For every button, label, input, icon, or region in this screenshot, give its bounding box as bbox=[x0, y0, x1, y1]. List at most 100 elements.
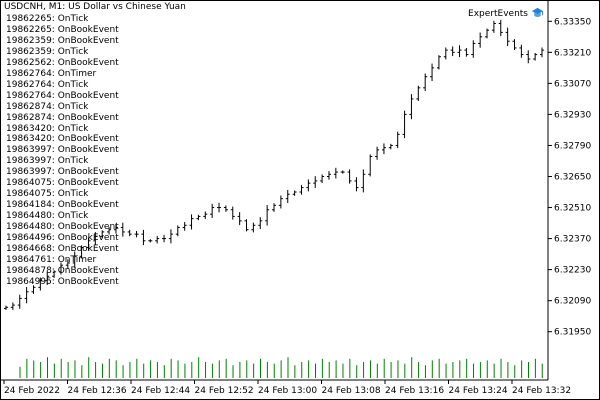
price-bar bbox=[512, 39, 517, 51]
log-entry: 19862265: OnBookEvent bbox=[6, 24, 119, 35]
log-entry: 19862265: OnTick bbox=[6, 14, 89, 24]
price-bar bbox=[292, 190, 297, 196]
price-bar bbox=[430, 63, 435, 81]
x-tick-label: 24 Feb 13:32 bbox=[512, 386, 571, 396]
price-bar bbox=[526, 50, 531, 64]
log-entry: 19864995: OnBookEvent bbox=[6, 276, 119, 287]
price-bar bbox=[203, 211, 208, 220]
log-entry: 19864480: OnTick bbox=[6, 211, 89, 222]
x-tick-label: 24 Feb 13:24 bbox=[449, 386, 508, 396]
price-bar bbox=[326, 171, 331, 180]
y-tick-label: 6.33070 bbox=[554, 79, 591, 89]
price-bar bbox=[134, 230, 139, 238]
price-bar bbox=[65, 259, 70, 269]
price-bar bbox=[182, 222, 187, 231]
price-bar bbox=[10, 302, 15, 310]
y-tick-label: 6.32930 bbox=[554, 110, 591, 120]
price-bar bbox=[162, 234, 167, 243]
log-entry: 19864878: OnBookEvent bbox=[6, 265, 119, 276]
chart-title: USDCNH, M1: US Dollar vs Chinese Yuan bbox=[4, 2, 186, 12]
y-tick-label: 6.32230 bbox=[554, 266, 591, 276]
price-bar bbox=[155, 235, 160, 244]
price-bar bbox=[368, 154, 373, 177]
price-bar bbox=[237, 212, 242, 226]
price-bar bbox=[251, 222, 256, 233]
y-tick-label: 6.33350 bbox=[554, 17, 591, 27]
log-entry: 19862359: OnBookEvent bbox=[6, 35, 119, 46]
log-entry: 19862764: OnTick bbox=[6, 79, 89, 90]
log-entry: 19862874: OnTick bbox=[6, 101, 89, 112]
x-tick-label: 24 Feb 13:08 bbox=[322, 386, 381, 396]
log-entry: 19862764: OnBookEvent bbox=[6, 90, 119, 101]
volume-layer bbox=[19, 357, 543, 378]
x-tick-label: 24 Feb 13:00 bbox=[258, 386, 317, 396]
price-bar bbox=[491, 20, 496, 33]
price-bar bbox=[443, 47, 448, 60]
price-bar bbox=[168, 229, 173, 244]
price-bar bbox=[17, 294, 22, 309]
price-bar bbox=[388, 143, 393, 150]
price-bar bbox=[24, 287, 29, 304]
price-bar bbox=[333, 167, 338, 179]
price-bar bbox=[210, 203, 215, 218]
price-bar bbox=[141, 229, 146, 246]
x-tick-label: 24 Feb 12:36 bbox=[68, 386, 127, 396]
x-axis-ticks: 24 Feb 2022 24 Feb 12:36 24 Feb 12:44 24 Fe… bbox=[3, 380, 571, 396]
price-bar bbox=[189, 214, 194, 230]
log-entry: 19862874: OnBookEvent bbox=[6, 112, 119, 123]
price-bar bbox=[148, 239, 153, 243]
y-tick-label: 6.32090 bbox=[554, 297, 591, 307]
price-bar bbox=[519, 44, 524, 58]
price-bar bbox=[265, 204, 270, 226]
price-bar bbox=[196, 214, 201, 221]
price-bar bbox=[540, 47, 544, 58]
price-bar bbox=[45, 272, 50, 285]
price-bar bbox=[230, 206, 235, 220]
price-bar bbox=[450, 46, 455, 57]
price-bar bbox=[423, 73, 428, 92]
log-entry: 19864761: OnTimer bbox=[6, 254, 97, 265]
price-bar bbox=[107, 227, 112, 235]
log-entry: 19864496: OnBookEvent bbox=[6, 233, 119, 244]
price-bar bbox=[58, 262, 63, 275]
log-entry: 19863420: OnTick bbox=[6, 123, 89, 134]
log-entry: 19863997: OnBookEvent bbox=[6, 167, 119, 178]
price-bar bbox=[306, 179, 311, 192]
price-bar bbox=[72, 251, 77, 268]
graduation-cap-icon[interactable] bbox=[531, 7, 544, 20]
log-entry: 19863420: OnBookEvent bbox=[6, 134, 119, 145]
price-bar bbox=[471, 40, 476, 58]
price-bar bbox=[361, 169, 366, 193]
log-entry: 19862359: OnTick bbox=[6, 46, 89, 57]
price-bar bbox=[175, 225, 180, 237]
price-bar bbox=[533, 52, 538, 61]
y-tick-label: 6.32650 bbox=[554, 173, 591, 183]
price-bar bbox=[381, 143, 386, 155]
price-bar bbox=[4, 305, 8, 311]
expert-name: ExpertEvents bbox=[468, 8, 528, 19]
price-bar bbox=[340, 170, 345, 174]
price-bar bbox=[127, 229, 132, 237]
price-bar bbox=[244, 219, 249, 232]
y-tick-label: 6.32790 bbox=[554, 141, 591, 151]
price-bar bbox=[436, 55, 441, 70]
y-tick-label: 6.32510 bbox=[554, 204, 591, 214]
log-entry: 19864184: OnBookEvent bbox=[6, 200, 119, 211]
price-bar bbox=[395, 131, 400, 149]
price-bar bbox=[285, 189, 290, 203]
price-bar bbox=[86, 237, 91, 251]
x-tick-label: 24 Feb 12:52 bbox=[195, 386, 254, 396]
x-tick-label: 24 Feb 2022 bbox=[4, 386, 60, 396]
log-entry: 19862562: OnBookEvent bbox=[6, 57, 119, 68]
event-log: 19862265: OnTick 19862265: OnBookEvent 198… bbox=[6, 14, 119, 288]
price-bar bbox=[272, 203, 276, 212]
price-bar bbox=[38, 277, 43, 291]
y-tick-label: 6.33210 bbox=[554, 48, 591, 58]
log-entry: 19863997: OnTick bbox=[6, 156, 89, 167]
expert-advisor-badge[interactable]: ExpertEvents bbox=[468, 7, 544, 20]
price-bar bbox=[505, 27, 510, 47]
price-bar bbox=[79, 245, 84, 259]
price-bar bbox=[320, 174, 325, 184]
